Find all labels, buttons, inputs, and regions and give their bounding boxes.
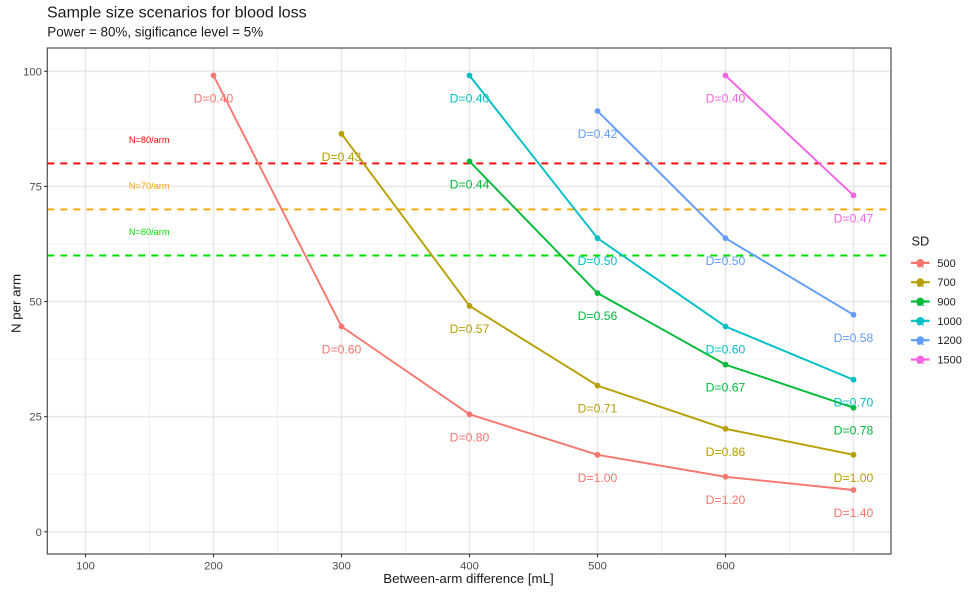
svg-text:D=0.47: D=0.47 [834,211,874,225]
svg-text:300: 300 [332,560,351,572]
svg-text:D=0.58: D=0.58 [834,331,874,345]
svg-text:700: 700 [937,277,955,289]
svg-text:Power = 80%, sigificance level: Power = 80%, sigificance level = 5% [47,25,263,40]
svg-text:Between-arm difference [mL]: Between-arm difference [mL] [383,571,553,586]
svg-text:D=0.56: D=0.56 [578,309,618,323]
svg-text:N=60/arm: N=60/arm [129,227,170,237]
svg-text:N=70/arm: N=70/arm [129,181,170,191]
svg-text:D=0.57: D=0.57 [450,322,490,336]
svg-text:D=0.86: D=0.86 [706,445,746,459]
svg-text:600: 600 [716,560,735,572]
svg-text:D=1.00: D=1.00 [578,471,618,485]
svg-text:D=1.20: D=1.20 [706,493,746,507]
svg-text:D=0.40: D=0.40 [194,92,234,106]
svg-text:Sample size scenarios for bloo: Sample size scenarios for blood loss [47,5,307,22]
svg-text:500: 500 [588,560,607,572]
svg-text:D=0.40: D=0.40 [706,92,746,106]
svg-text:D=0.40: D=0.40 [450,92,490,106]
svg-text:75: 75 [29,181,41,193]
svg-text:25: 25 [29,412,41,424]
svg-text:D=0.44: D=0.44 [450,177,490,191]
svg-text:D=1.00: D=1.00 [834,471,874,485]
svg-text:200: 200 [204,560,223,572]
svg-text:SD: SD [912,234,930,249]
svg-text:100: 100 [76,560,95,572]
svg-text:D=1.40: D=1.40 [834,506,874,520]
svg-text:1000: 1000 [937,316,961,328]
svg-text:D=0.50: D=0.50 [578,254,618,268]
svg-text:500: 500 [937,258,955,270]
svg-text:N=80/arm: N=80/arm [129,135,170,145]
svg-text:900: 900 [937,297,955,309]
svg-text:D=0.67: D=0.67 [706,381,746,395]
svg-text:D=0.43: D=0.43 [322,150,362,164]
svg-text:D=0.70: D=0.70 [834,396,874,410]
svg-text:D=0.78: D=0.78 [834,424,874,438]
svg-text:0: 0 [36,527,42,539]
svg-text:N per arm: N per arm [8,274,23,333]
svg-text:D=0.80: D=0.80 [450,430,490,444]
svg-text:D=0.60: D=0.60 [322,343,362,357]
svg-text:D=0.42: D=0.42 [578,127,618,141]
svg-text:1200: 1200 [937,335,961,347]
svg-text:D=0.60: D=0.60 [706,343,746,357]
svg-text:1500: 1500 [937,355,961,367]
svg-text:100: 100 [23,66,42,78]
svg-text:400: 400 [460,560,479,572]
svg-text:D=0.50: D=0.50 [706,254,746,268]
svg-text:D=0.71: D=0.71 [578,402,618,416]
svg-text:50: 50 [29,297,41,309]
